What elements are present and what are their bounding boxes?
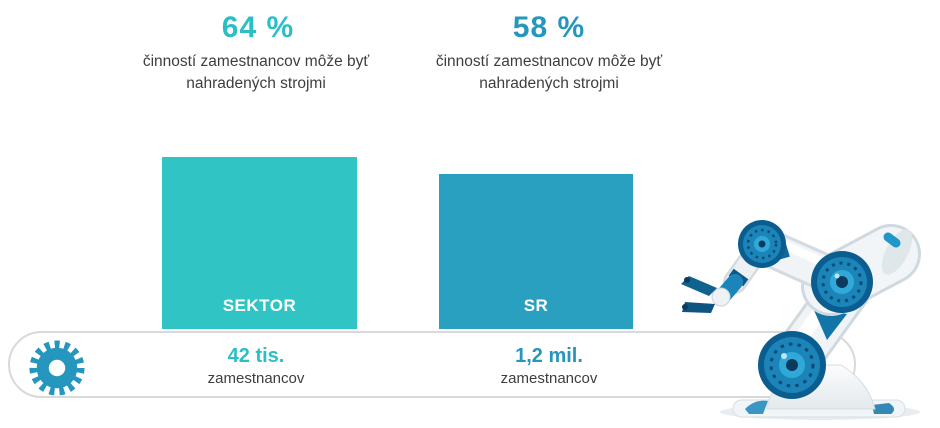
percent-value-sektor: 64 % <box>221 11 295 44</box>
bar-label-sektor: SEKTOR <box>222 296 297 315</box>
robot-arm-illustration <box>681 220 921 420</box>
employee-count-sektor: 42 tis. zamestnancov <box>96 344 416 389</box>
caption-line-1: činností zamestnancov môže byť <box>142 53 370 70</box>
caption-line-2: nahradených strojmi <box>479 75 619 92</box>
count-label-sr: zamestnancov <box>500 370 598 387</box>
percent-caption-sektor: činností zamestnancov môže byť nahradený… <box>96 51 416 95</box>
count-label-sektor: zamestnancov <box>207 370 305 387</box>
employee-count-sr: 1,2 mil. zamestnancov <box>389 344 709 389</box>
bar-label-sr: SR <box>523 296 549 315</box>
count-value-sr: 1,2 mil. <box>515 345 583 367</box>
caption-line-1: činností zamestnancov môže byť <box>435 53 663 70</box>
percent-value-sr: 58 % <box>512 11 586 44</box>
gear-icon <box>29 340 85 396</box>
bar-sr: SR <box>439 174 633 329</box>
percent-caption-sr: činností zamestnancov môže byť nahradený… <box>389 51 709 95</box>
bar-sektor: SEKTOR <box>162 157 357 329</box>
caption-line-2: nahradených strojmi <box>186 75 326 92</box>
employee-count-capsule <box>8 331 856 398</box>
count-value-sektor: 42 tis. <box>227 345 285 367</box>
